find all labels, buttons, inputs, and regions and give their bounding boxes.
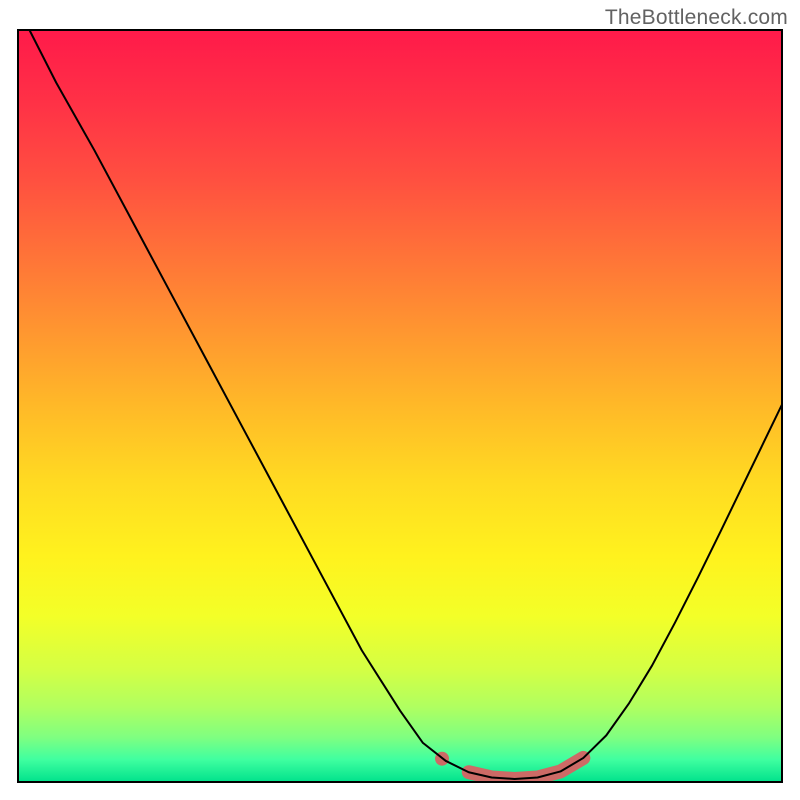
gradient-background: [18, 30, 782, 782]
watermark-text: TheBottleneck.com: [605, 6, 788, 30]
bottleneck-chart: [0, 0, 800, 800]
